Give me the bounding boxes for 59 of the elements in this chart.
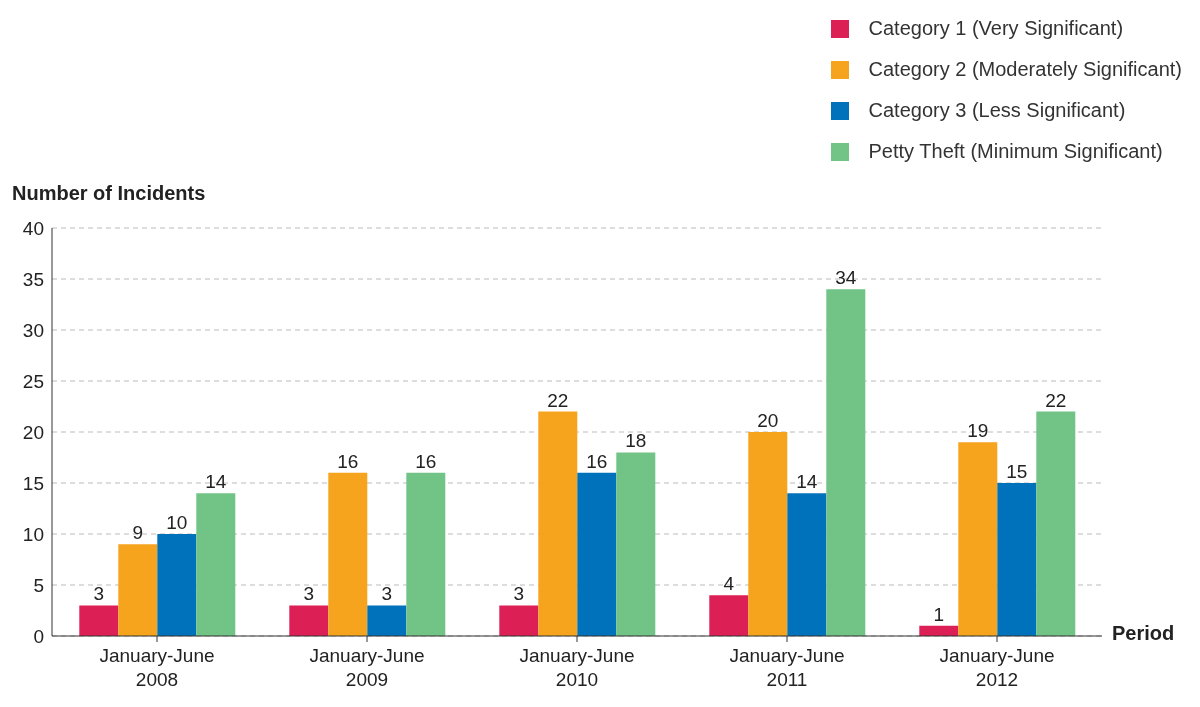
bar <box>577 472 617 636</box>
data-label: 22 <box>547 389 569 411</box>
bar <box>157 534 197 636</box>
bar <box>79 605 119 636</box>
bar <box>118 544 158 636</box>
data-label: 3 <box>513 583 525 605</box>
y-tick-label: 35 <box>22 268 44 290</box>
data-label: 4 <box>723 573 735 595</box>
bar <box>787 493 827 636</box>
bar <box>328 472 368 636</box>
data-label: 19 <box>967 420 989 442</box>
bar <box>196 493 236 636</box>
y-tick-label: 40 <box>22 217 44 239</box>
x-tick-label: January-June 2008 <box>99 645 215 690</box>
legend-label: Petty Theft (Minimum Significant) <box>868 140 1163 163</box>
bar <box>748 432 788 636</box>
data-label: 10 <box>166 512 188 533</box>
legend-label: Category 3 (Less Significant) <box>868 99 1126 122</box>
data-label: 16 <box>586 450 608 472</box>
data-label: 16 <box>415 450 437 472</box>
bar <box>826 289 866 636</box>
data-label: 15 <box>1006 461 1028 482</box>
y-tick-label: 20 <box>22 421 44 443</box>
bar <box>499 605 539 636</box>
legend-label: Category 2 (Moderately Significant) <box>868 58 1182 81</box>
bar <box>616 452 656 636</box>
y-tick-label: 0 <box>33 625 44 647</box>
bar <box>997 483 1037 636</box>
bar <box>538 411 578 636</box>
y-tick-label: 5 <box>33 574 44 596</box>
y-tick-label: 15 <box>22 472 44 494</box>
bar <box>1036 411 1076 636</box>
x-tick-label: January-June 2010 <box>519 645 635 690</box>
x-axis-title: Period <box>1112 622 1175 645</box>
y-tick-label: 30 <box>22 319 44 341</box>
data-label: 22 <box>1045 389 1067 411</box>
bar <box>289 605 329 636</box>
data-label: 1 <box>933 603 945 625</box>
data-label: 16 <box>337 450 359 472</box>
bar <box>958 442 998 636</box>
data-label: 3 <box>381 583 393 605</box>
bar <box>406 472 446 636</box>
y-axis-title: Number of Incidents <box>12 182 206 205</box>
data-label: 14 <box>796 471 818 493</box>
x-tick-label: January-June 2011 <box>729 645 845 690</box>
data-label: 3 <box>303 583 315 605</box>
legend-label: Category 1 (Very Significant) <box>868 17 1124 40</box>
x-tick-label: January-June 2009 <box>309 645 425 690</box>
y-tick-label: 25 <box>22 370 44 392</box>
data-label: 34 <box>835 267 857 289</box>
bar <box>367 605 407 636</box>
y-tick-label: 10 <box>22 523 44 545</box>
data-label: 3 <box>93 583 105 605</box>
data-label: 20 <box>757 410 779 431</box>
x-tick-label: January-June 2012 <box>939 645 1055 690</box>
data-label: 18 <box>625 430 647 452</box>
bar <box>709 595 749 636</box>
data-label: 9 <box>132 522 144 544</box>
data-label: 14 <box>205 471 227 493</box>
